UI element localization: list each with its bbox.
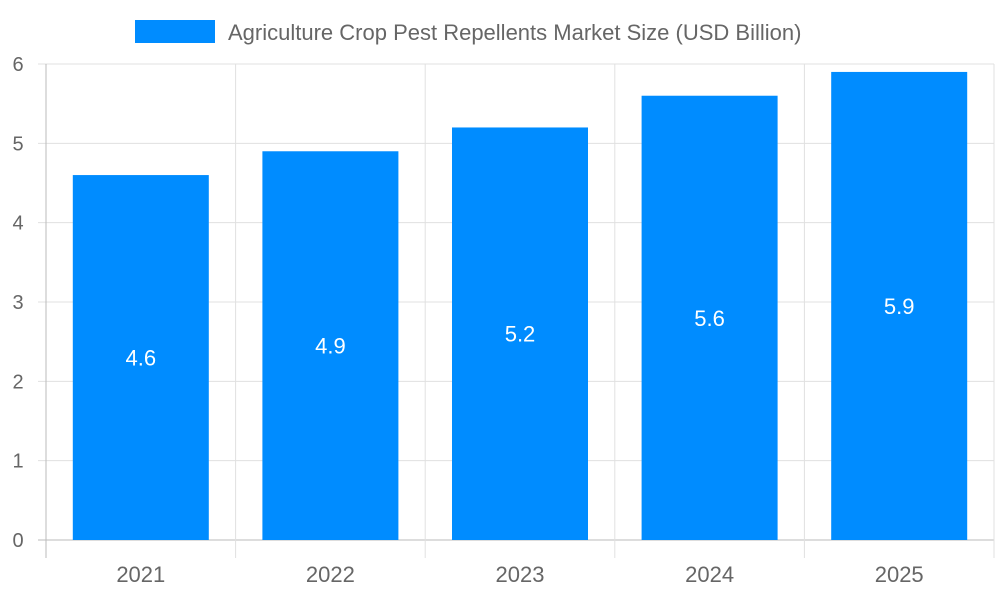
- data-label: 5.9: [884, 294, 915, 319]
- y-tick-label: 2: [12, 371, 23, 393]
- data-label: 5.6: [694, 306, 725, 331]
- data-label: 4.6: [126, 346, 157, 371]
- legend-swatch: [135, 20, 215, 43]
- x-tick-label: 2022: [306, 562, 355, 587]
- y-tick-label: 4: [12, 213, 23, 235]
- x-tick-label: 2024: [685, 562, 734, 587]
- legend[interactable]: Agriculture Crop Pest Repellents Market …: [135, 20, 801, 45]
- x-tick-label: 2025: [875, 562, 924, 587]
- bar-2022: [262, 151, 399, 540]
- legend-label: Agriculture Crop Pest Repellents Market …: [228, 20, 801, 45]
- bar-2025: [831, 71, 968, 540]
- bar-2023: [452, 127, 588, 540]
- y-tick-label: 0: [12, 530, 23, 552]
- y-tick-label: 1: [12, 451, 23, 473]
- bars: [72, 71, 968, 541]
- y-tick-label: 5: [12, 133, 23, 155]
- data-label: 5.2: [505, 322, 536, 347]
- y-tick-label: 3: [12, 292, 23, 314]
- bar-2021: [72, 175, 209, 541]
- x-tick-label: 2023: [496, 562, 545, 587]
- labels: 0 1 2 3 4 5 6 4.6 2021 4.9 2022 5.2 2023 5.6 2024 5.9 20…: [12, 54, 923, 587]
- bar-2024: [641, 95, 778, 540]
- data-label: 4.9: [315, 334, 346, 359]
- x-tick-label: 2021: [116, 562, 165, 587]
- y-tick-label: 6: [12, 54, 23, 76]
